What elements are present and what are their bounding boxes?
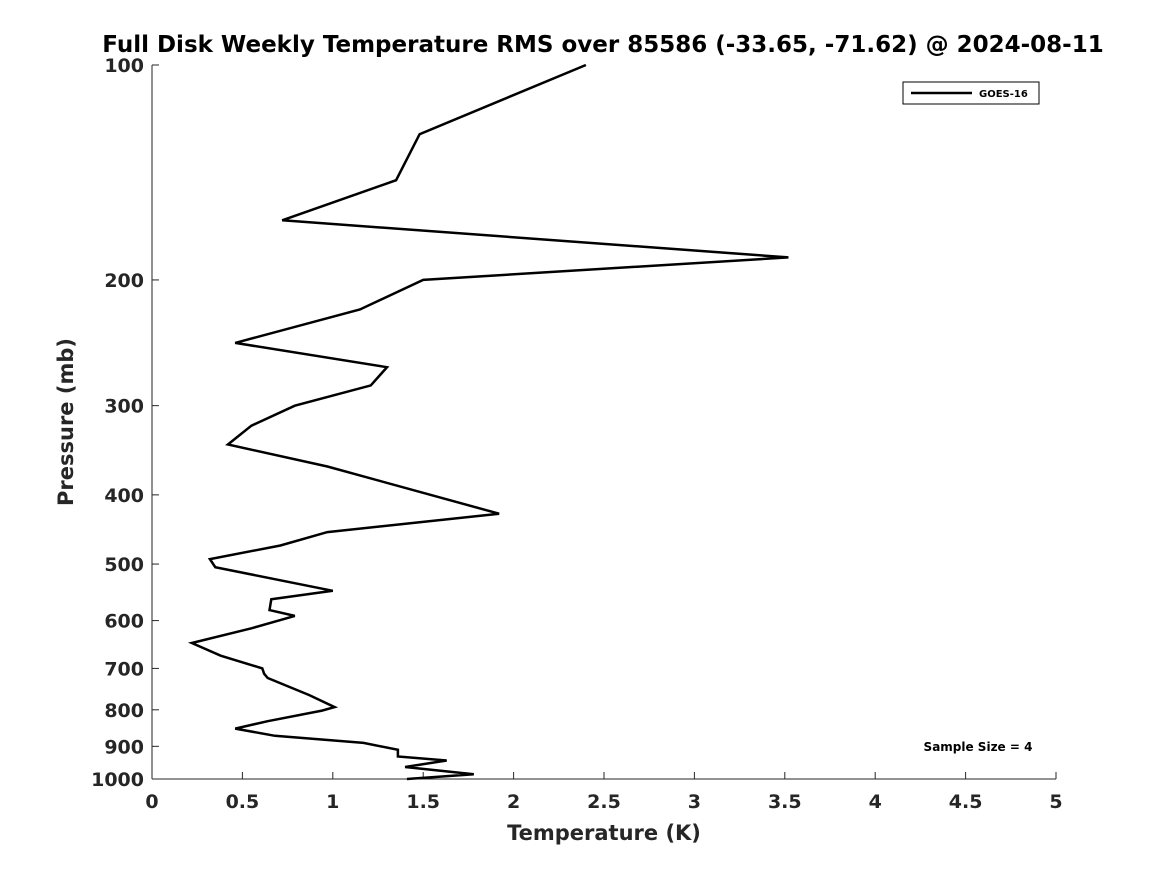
- x-axis-label: Temperature (K): [507, 821, 701, 845]
- x-tick-label: 3: [688, 791, 701, 813]
- y-tick-label: 700: [104, 658, 144, 680]
- y-tick-label: 400: [104, 485, 144, 507]
- chart-title: Full Disk Weekly Temperature RMS over 85…: [102, 32, 1104, 58]
- y-tick-label: 100: [104, 55, 144, 77]
- x-tick-label: 1: [326, 791, 339, 813]
- x-tick-label: 5: [1049, 791, 1062, 813]
- y-tick-label: 500: [104, 554, 144, 576]
- y-tick-label: 1000: [91, 769, 144, 791]
- x-tick-label: 3.5: [768, 791, 802, 813]
- x-tick-label: 4: [869, 791, 882, 813]
- x-tick-label: 0.5: [226, 791, 260, 813]
- x-tick-label: 0: [145, 791, 158, 813]
- y-axis-label: Pressure (mb): [54, 338, 78, 506]
- legend: GOES-16: [902, 81, 1040, 105]
- x-tick-label: 2: [507, 791, 520, 813]
- plot-area: [151, 65, 1056, 780]
- sample-size-annotation: Sample Size = 4: [924, 740, 1033, 754]
- y-tick-label: 200: [104, 270, 144, 292]
- y-tick-label: 800: [104, 700, 144, 722]
- y-tick-label: 900: [104, 736, 144, 758]
- y-axis-ticks: 100 200 300 400 500 600 700 800 900 1000: [91, 55, 159, 791]
- y-tick-label: 600: [104, 611, 144, 633]
- series-line-goes-16: [187, 63, 789, 781]
- series-layer: [187, 63, 789, 781]
- y-tick-label: 300: [104, 396, 144, 418]
- x-axis-ticks: 0 0.5 1 1.5 2 2.5 3 3.5 4 4.5 5: [145, 772, 1063, 813]
- x-tick-label: 1.5: [406, 791, 440, 813]
- x-tick-label: 4.5: [949, 791, 983, 813]
- x-tick-label: 2.5: [587, 791, 621, 813]
- legend-label: GOES-16: [979, 89, 1028, 100]
